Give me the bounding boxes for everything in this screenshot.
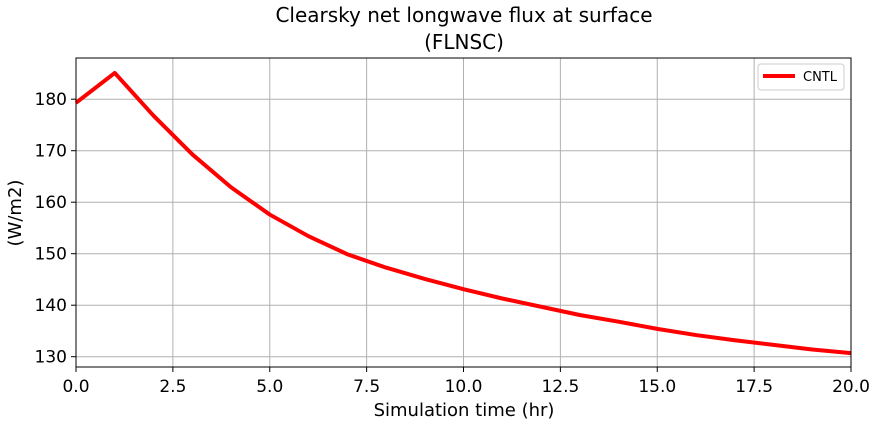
y-tick-label: 150: [35, 245, 67, 265]
x-tick-label: 0.0: [62, 377, 89, 397]
x-tick-label: 10.0: [445, 377, 483, 397]
x-tick-label: 5.0: [256, 377, 283, 397]
series-line-cntl: [74, 70, 852, 356]
chart-title-line1: Clearsky net longwave flux at surface: [275, 3, 652, 27]
legend: CNTL: [757, 63, 845, 91]
x-tick-label: 15.0: [638, 377, 676, 397]
y-axis: 130 140 150 160 170 180: [35, 90, 76, 368]
chart-title-line2: (FLNSC): [424, 30, 504, 54]
legend-box: [757, 63, 845, 91]
series-layer: [74, 70, 852, 356]
y-axis-label: (W/m2): [5, 180, 26, 247]
x-tick-label: 12.5: [541, 377, 579, 397]
x-axis-label: Simulation time (hr): [374, 400, 555, 421]
x-tick-label: 2.5: [159, 377, 186, 397]
y-tick-label: 160: [35, 193, 67, 213]
y-tick-label: 130: [35, 348, 67, 368]
legend-label-cntl: CNTL: [803, 70, 838, 85]
grid: [75, 58, 852, 367]
x-tick-label: 7.5: [353, 377, 380, 397]
x-axis: 0.0 2.5 5.0 7.5 10.0 12.5 15.0 17.5 20.0: [62, 367, 870, 397]
y-tick-label: 140: [35, 296, 67, 316]
x-tick-label: 17.5: [735, 377, 773, 397]
x-tick-label: 20.0: [832, 377, 870, 397]
y-tick-label: 180: [35, 90, 67, 110]
y-tick-label: 170: [35, 142, 67, 162]
